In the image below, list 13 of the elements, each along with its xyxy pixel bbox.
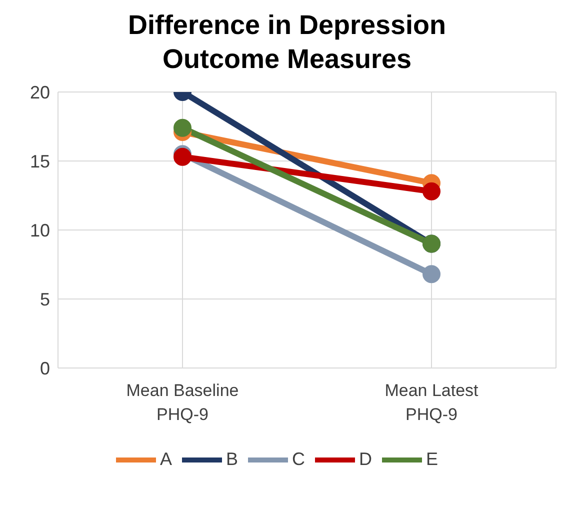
legend-label: D [359, 448, 372, 469]
chart-title: Difference in Depression Outcome Measures [126, 9, 448, 76]
y-tick-label: 15 [30, 151, 50, 172]
x-tick-label: Mean Baseline PHQ-9 [126, 381, 239, 424]
y-tick-label: 10 [30, 220, 50, 240]
x-tick-label: Mean Latest PHQ-9 [384, 381, 479, 424]
legend-label: B [226, 448, 238, 469]
y-tick-label: 20 [30, 82, 50, 102]
legend-label: E [426, 448, 438, 469]
y-tick-label: 0 [40, 358, 50, 378]
legend-label: C [292, 448, 305, 469]
legend-label: A [160, 448, 172, 469]
y-tick-label: 5 [40, 289, 50, 310]
